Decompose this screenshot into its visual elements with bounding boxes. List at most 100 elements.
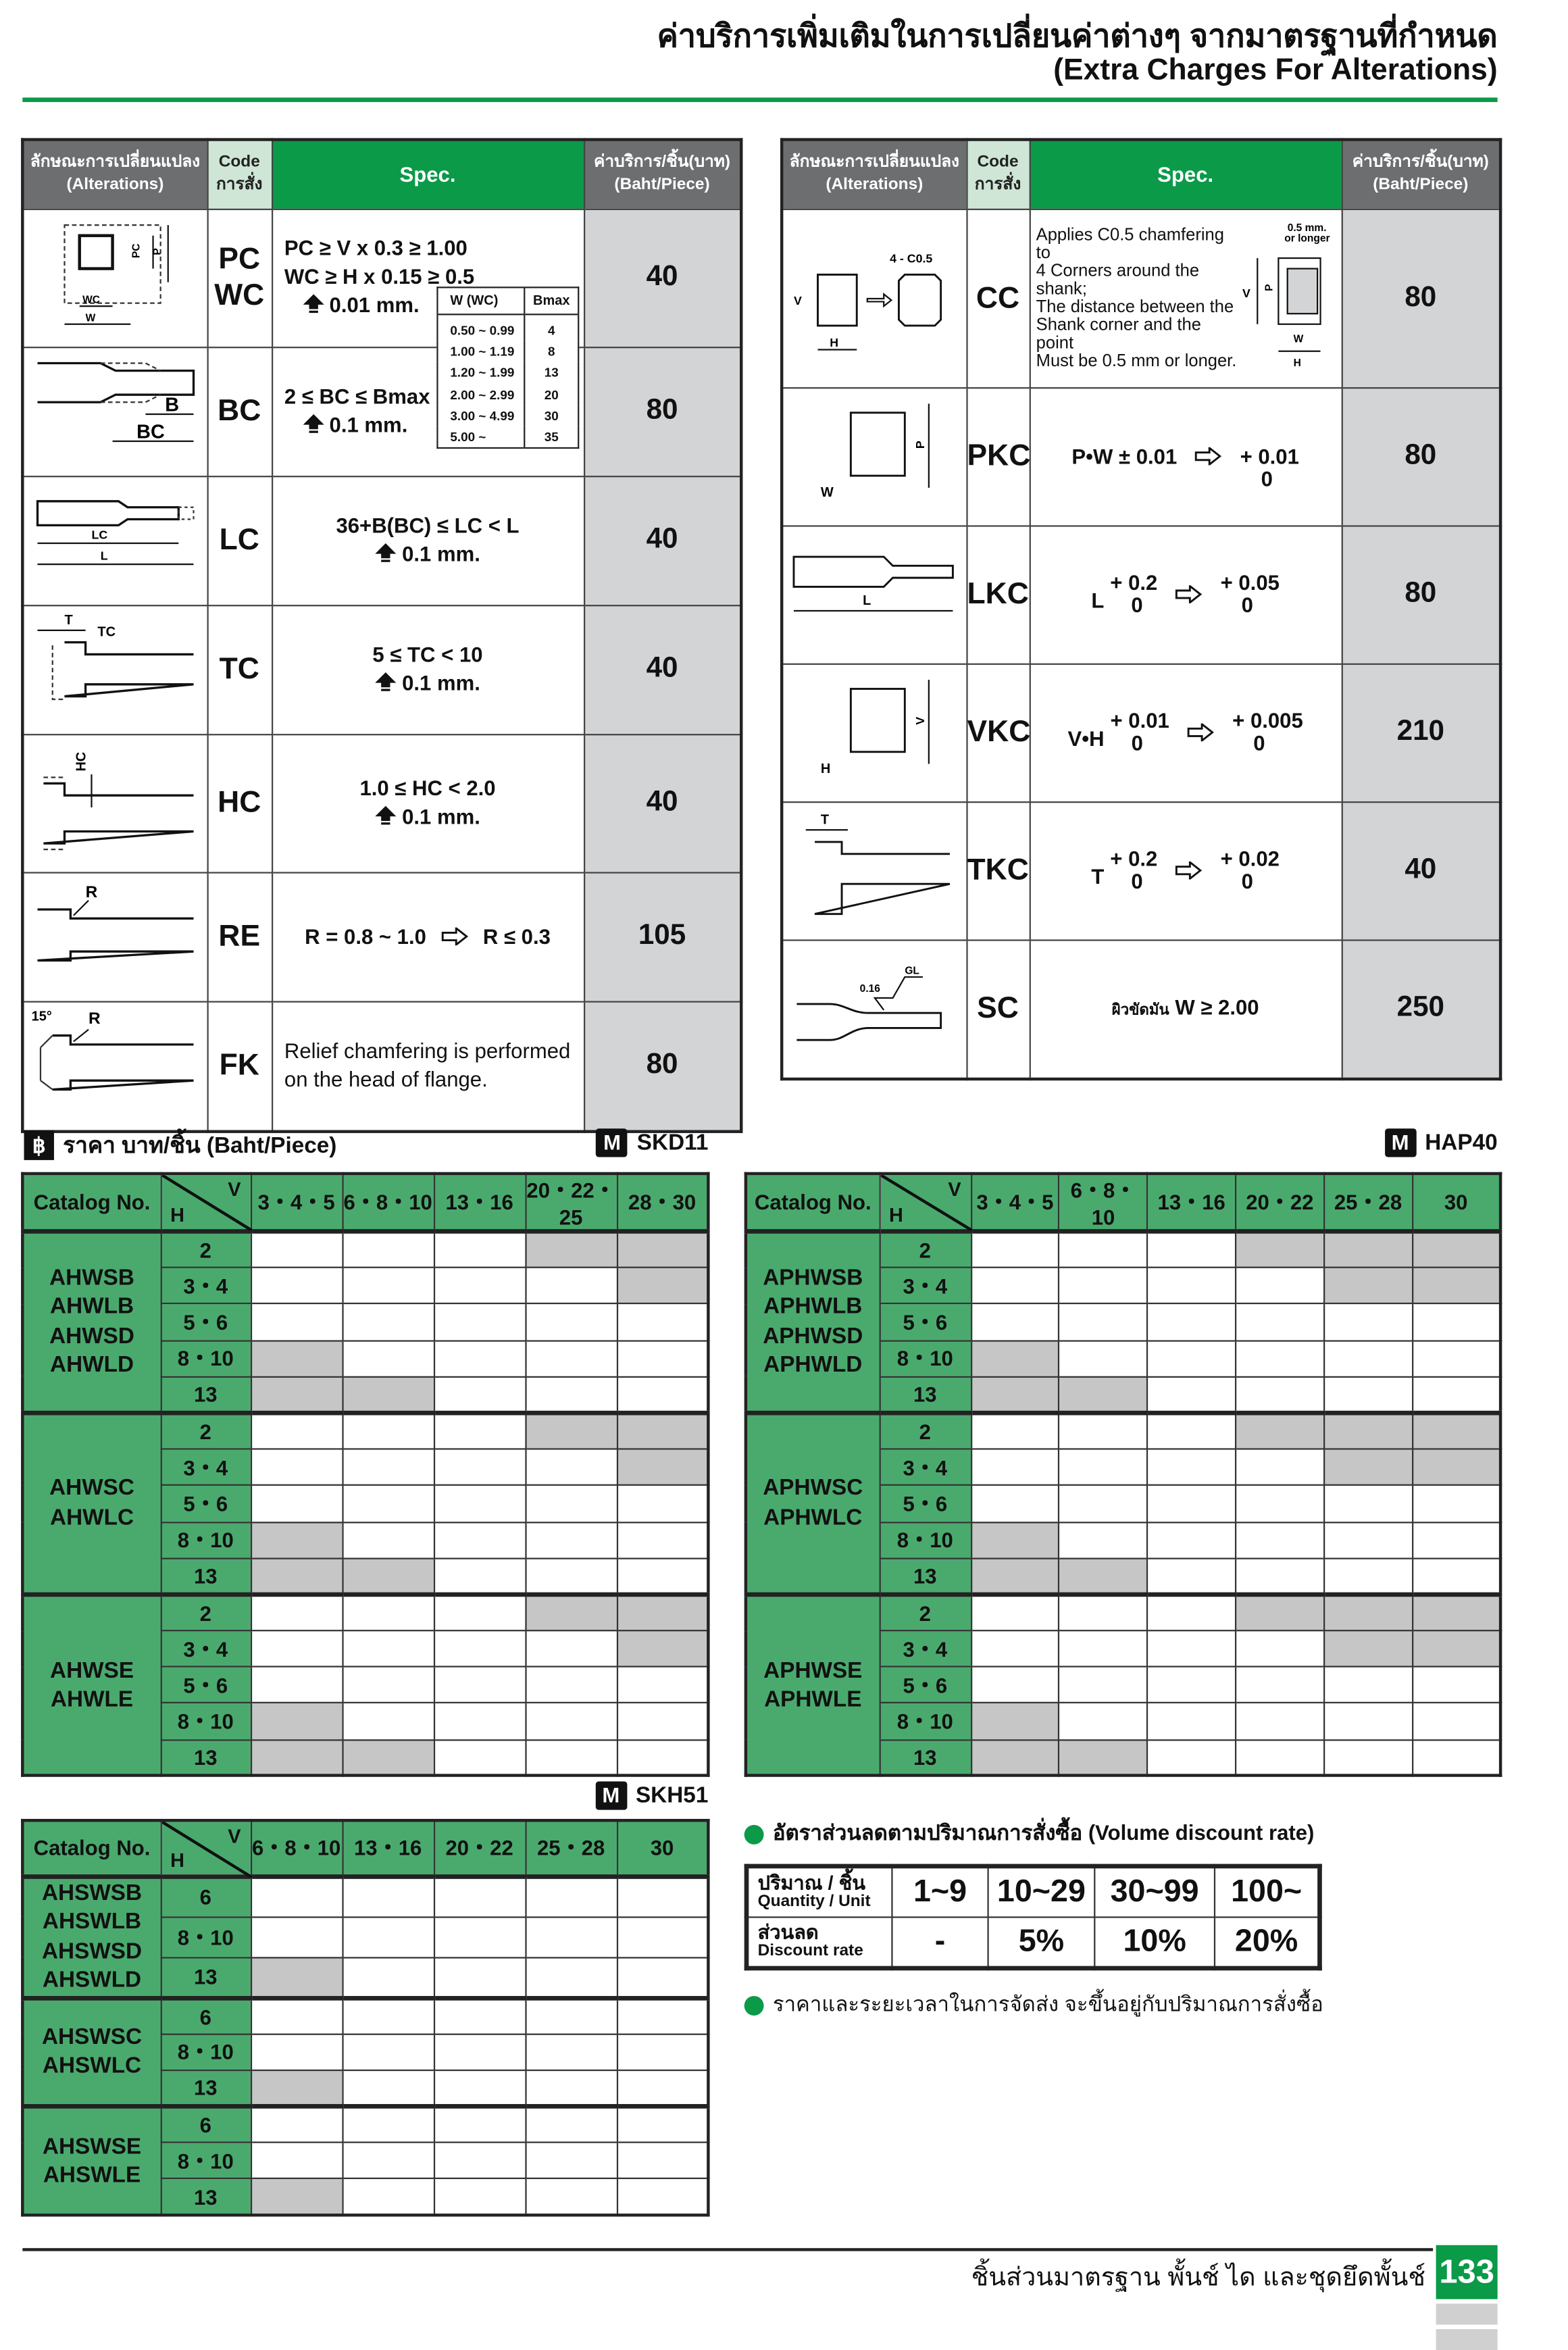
- h-value: 13: [159, 2178, 252, 2216]
- price-cell: [615, 1956, 709, 1999]
- alteration-row-bc: B BC BC 2 ≤ BC ≤ Bmax 0.1 mm. 80: [22, 345, 742, 477]
- price-cell: [432, 1995, 526, 2035]
- code-bc: BC: [206, 345, 273, 477]
- price-cell: [1411, 1702, 1502, 1741]
- bmax-header-w: W (WC): [437, 287, 525, 316]
- table-row: AHSWSE AHSWLE 6: [22, 2104, 709, 2216]
- table-row: 5・6: [22, 1484, 709, 1523]
- quantity-cell: 1~9: [891, 1865, 989, 1918]
- price-cell-unavailable: [249, 1956, 343, 1999]
- h-value: 3・4: [159, 1630, 252, 1668]
- price-lkc: 80: [1340, 524, 1502, 664]
- h-value: 6: [159, 1995, 252, 2035]
- price-cell: [969, 1267, 1060, 1305]
- price-cell: [1058, 1230, 1148, 1269]
- table-row: 13: [746, 1376, 1502, 1414]
- catalog-number: AHSWSE AHSWLE: [22, 2104, 161, 2216]
- svg-text:WC: WC: [82, 294, 100, 305]
- price-cell: [1146, 1592, 1237, 1632]
- svg-text:P: P: [151, 247, 163, 254]
- bmax-value: 30: [524, 405, 579, 426]
- price-cell: [432, 1557, 526, 1595]
- width-range: 2.00 ~ 2.99: [450, 386, 515, 402]
- price-cell: [969, 1303, 1060, 1341]
- price-cell: [1234, 1484, 1325, 1523]
- price-vkc: 210: [1340, 662, 1502, 803]
- quantity-cell: 10~29: [987, 1865, 1096, 1918]
- price-cell: [341, 2032, 435, 2071]
- price-cell: [1323, 1484, 1413, 1523]
- price-cell: [249, 2142, 343, 2180]
- price-cell: [969, 1484, 1060, 1523]
- discount-cell: 20%: [1213, 1916, 1321, 1970]
- h-value: 2: [878, 1410, 972, 1450]
- table-row: 13: [746, 1557, 1502, 1595]
- price-cell: [341, 1592, 435, 1632]
- table-row: 3・4: [746, 1267, 1502, 1305]
- svg-text:4 - C0.5: 4 - C0.5: [890, 252, 932, 266]
- table-row: 3・4: [746, 1448, 1502, 1486]
- alteration-row-tkc: T TKC T + 0.2 0 + 0.02 0 40: [781, 800, 1502, 941]
- svg-text:R: R: [88, 1009, 100, 1027]
- h-value: 3・4: [159, 1267, 252, 1305]
- table-row: 8・10: [746, 1521, 1502, 1559]
- price-cell: [1323, 1521, 1413, 1559]
- price-cell: [1323, 1702, 1413, 1741]
- alteration-row-tc: T TC TC 5 ≤ TC < 10 0.1 mm. 40: [22, 603, 742, 735]
- price-cell: [1234, 1557, 1325, 1595]
- price-cell: [1146, 1303, 1237, 1341]
- bmax-value: 20: [524, 383, 579, 405]
- header-code: Code การสั่ง: [965, 139, 1030, 209]
- svg-text:V: V: [793, 294, 801, 307]
- table-row: 3・4: [22, 1630, 709, 1668]
- price-cell: [1146, 1521, 1237, 1559]
- table-row: 8・10: [22, 1702, 709, 1741]
- v-column-header: 6・8・10: [249, 1820, 343, 1878]
- price-cell: [524, 1267, 617, 1305]
- svg-text:L: L: [863, 593, 871, 607]
- price-cell: [615, 1376, 709, 1414]
- price-cell: [524, 1521, 617, 1559]
- v-column-header: 25・28: [524, 1820, 617, 1878]
- price-cell: [524, 1339, 617, 1378]
- table-row: 13: [22, 2178, 709, 2216]
- price-cell: [969, 1630, 1060, 1668]
- spec-pkc: P•W ± 0.01 + 0.01 0: [1028, 386, 1342, 526]
- price-cell: [341, 2104, 435, 2144]
- price-cell: [1058, 1592, 1148, 1632]
- price-cell: [524, 1875, 617, 1918]
- price-cell: [432, 1956, 526, 1999]
- price-cell: [969, 1230, 1060, 1269]
- price-cell: [1411, 1521, 1502, 1559]
- price-cell-unavailable: [1323, 1448, 1413, 1486]
- table-row: APHWSC APHWLC 2: [744, 1410, 1502, 1595]
- price-cell-unavailable: [615, 1630, 709, 1668]
- price-cell: [524, 1303, 617, 1341]
- catalog-header: Catalog No.: [22, 1172, 161, 1234]
- price-cell: [524, 1666, 617, 1704]
- price-cell: [615, 1916, 709, 1958]
- price-cell: [1323, 1376, 1413, 1414]
- price-cell: [1146, 1702, 1237, 1741]
- price-cell: [1411, 1739, 1502, 1777]
- price-cell-unavailable: [615, 1230, 709, 1269]
- diagram-bc: B BC: [22, 345, 208, 477]
- spec-vkc: V•H + 0.01 0 + 0.005 0: [1028, 662, 1342, 803]
- price-cell: [1234, 1630, 1325, 1668]
- price-cell: [341, 1956, 435, 1999]
- price-cell: [341, 1521, 435, 1559]
- svg-text:0.16: 0.16: [859, 982, 880, 994]
- price-cell: [1146, 1339, 1237, 1378]
- price-cell-unavailable: [1234, 1230, 1325, 1269]
- svg-text:P: P: [913, 440, 927, 448]
- spec-sc: ผิวขัดมัน W ≥ 2.00: [1028, 939, 1342, 1079]
- table-row: 8・10: [22, 2142, 709, 2180]
- price-table-skd11: Catalog No. V H 3・4・5 6・8・10 13・16 20・22・25 28・…: [21, 1172, 710, 1778]
- delivery-note: ราคาและระยะเวลาในการจัดส่ง จะขึ้นอยู่กับ…: [744, 1989, 1323, 2022]
- bullet-icon: [744, 1824, 764, 1844]
- price-cell: [615, 2069, 709, 2107]
- price-lc: 40: [582, 474, 742, 606]
- price-cell: [249, 2032, 343, 2071]
